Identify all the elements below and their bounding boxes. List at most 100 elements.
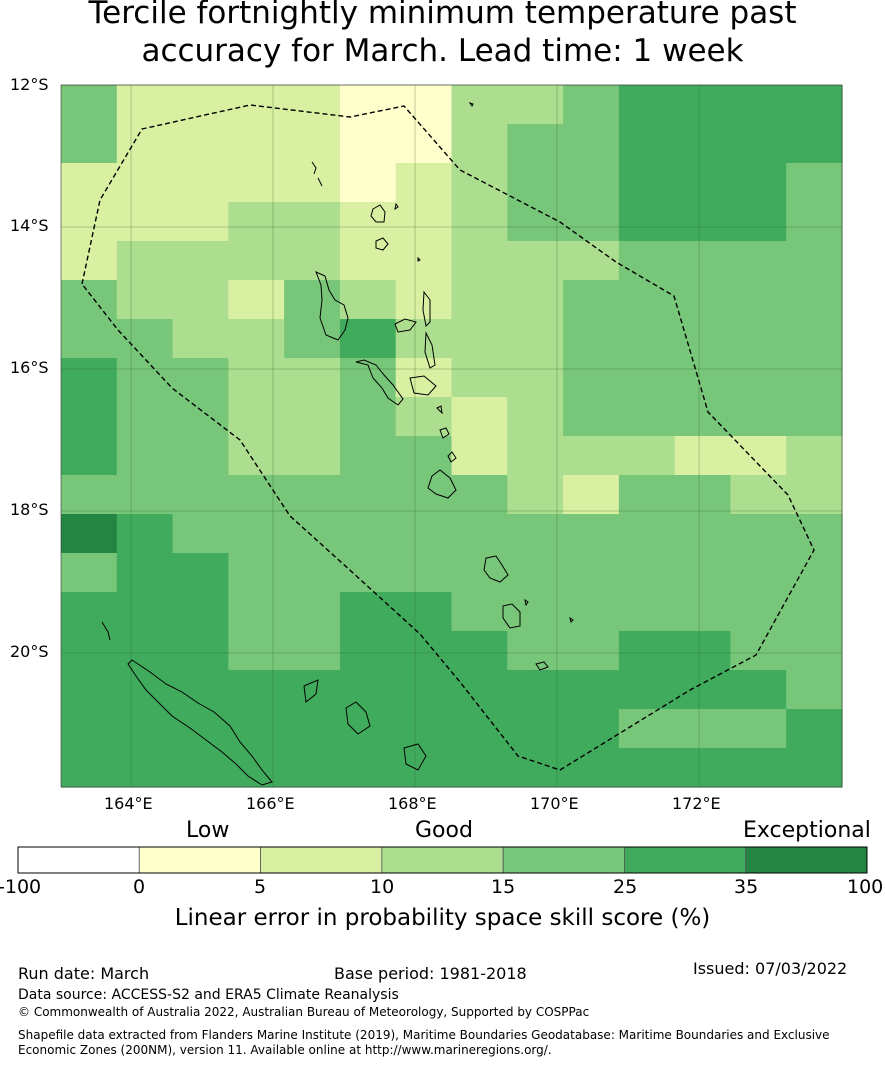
- island-ambrym: [409, 375, 437, 396]
- skill-cell: [339, 358, 397, 398]
- skill-cell: [730, 358, 787, 398]
- cbar-tick-35: 35: [734, 876, 759, 898]
- skill-cell: [284, 514, 341, 554]
- skill-grid: [61, 85, 843, 788]
- skill-cell: [730, 241, 787, 281]
- skill-cell: [284, 319, 341, 359]
- island-espiritu-santo: [315, 271, 349, 341]
- skill-cell: [507, 514, 564, 554]
- skill-cell: [116, 748, 174, 788]
- skill-cell: [786, 163, 843, 203]
- skill-cell: [61, 514, 118, 554]
- skill-cell: [451, 358, 508, 398]
- skill-cell: [172, 748, 229, 788]
- colorbar-label: Linear error in probability space skill …: [174, 905, 711, 931]
- skill-cell: [563, 748, 620, 788]
- base-period: Base period: 1981-2018: [334, 964, 527, 983]
- skill-cell: [339, 475, 397, 515]
- skill-cell: [618, 85, 676, 125]
- skill-cell: [730, 475, 787, 515]
- skill-cell: [507, 163, 564, 203]
- lat-label-14s: 14°S: [10, 216, 49, 235]
- skill-cell: [284, 709, 341, 749]
- skill-cell: [786, 436, 843, 476]
- skill-cell: [730, 592, 787, 632]
- skill-cell: [228, 124, 285, 164]
- skill-cell: [786, 631, 843, 671]
- skill-cell: [563, 436, 620, 476]
- skill-cell: [507, 397, 564, 437]
- skill-cell: [674, 280, 732, 320]
- skill-cell: [618, 241, 676, 281]
- lon-label-170e: 170°E: [530, 794, 579, 813]
- skill-cell: [730, 670, 787, 710]
- run-date: Run date: March: [18, 964, 150, 983]
- skill-cell: [507, 475, 564, 515]
- skill-cell: [451, 124, 508, 164]
- skill-cell: [451, 592, 508, 632]
- skill-cell: [674, 670, 732, 710]
- cbar-tick-100: 100: [847, 876, 884, 898]
- skill-cell: [228, 670, 285, 710]
- skill-cell: [674, 241, 732, 281]
- skill-cell: [61, 241, 118, 281]
- skill-cell: [563, 85, 620, 125]
- skill-cell: [618, 124, 676, 164]
- skill-cell: [284, 436, 341, 476]
- skill-cell: [339, 319, 397, 359]
- skill-cell: [172, 514, 229, 554]
- skill-cell: [284, 241, 341, 281]
- island-malekula: [355, 359, 404, 406]
- island-ouvea: [303, 679, 319, 703]
- skill-cell: [339, 163, 397, 203]
- colorbar-bin: [381, 846, 504, 874]
- skill-cell: [451, 553, 508, 593]
- cbar-tick-15: 15: [491, 876, 516, 898]
- skill-cell: [61, 124, 118, 164]
- cbar-tick-25: 25: [613, 876, 638, 898]
- colorbar-bin: [260, 846, 383, 874]
- cbar-tick-minus100: -100: [0, 876, 42, 898]
- colorbar-bin: [624, 846, 747, 874]
- skill-cell: [674, 748, 732, 788]
- skill-cell: [228, 709, 285, 749]
- skill-cell: [786, 202, 843, 242]
- skill-cell: [451, 748, 508, 788]
- skill-cell: [507, 85, 564, 125]
- skill-cell: [451, 475, 508, 515]
- chart-title: Tercile fortnightly minimum temperature …: [0, 0, 885, 70]
- skill-cell: [674, 592, 732, 632]
- skill-cell: [786, 397, 843, 437]
- island-aneityum: [535, 661, 549, 671]
- skill-cell: [786, 748, 843, 788]
- skill-cell: [563, 631, 620, 671]
- skill-cell: [451, 163, 508, 203]
- skill-cell: [786, 709, 843, 749]
- skill-cell: [172, 436, 229, 476]
- skill-cell: [507, 631, 564, 671]
- skill-cell: [228, 592, 285, 632]
- skill-cell: [172, 241, 229, 281]
- skill-cell: [284, 553, 341, 593]
- skill-cell: [61, 553, 118, 593]
- colorbar: [17, 846, 868, 874]
- island-erromango: [483, 555, 509, 583]
- lat-label-12s: 12°S: [10, 75, 49, 94]
- lat-label-16s: 16°S: [10, 358, 49, 377]
- skill-cell: [228, 475, 285, 515]
- colorbar-bin: [138, 846, 261, 874]
- skill-cell: [730, 553, 787, 593]
- skill-cell: [451, 436, 508, 476]
- skill-cell: [339, 631, 397, 671]
- skill-cell: [395, 553, 453, 593]
- copyright: © Commonwealth of Australia 2022, Austra…: [18, 1005, 590, 1019]
- skill-cell: [563, 397, 620, 437]
- skill-cell: [674, 514, 732, 554]
- skill-cell: [507, 280, 564, 320]
- skill-cell: [730, 202, 787, 242]
- map-frame: [60, 84, 843, 788]
- skill-cell: [116, 670, 174, 710]
- skill-cell: [172, 670, 229, 710]
- skill-cell: [618, 397, 676, 437]
- skill-cell: [395, 592, 453, 632]
